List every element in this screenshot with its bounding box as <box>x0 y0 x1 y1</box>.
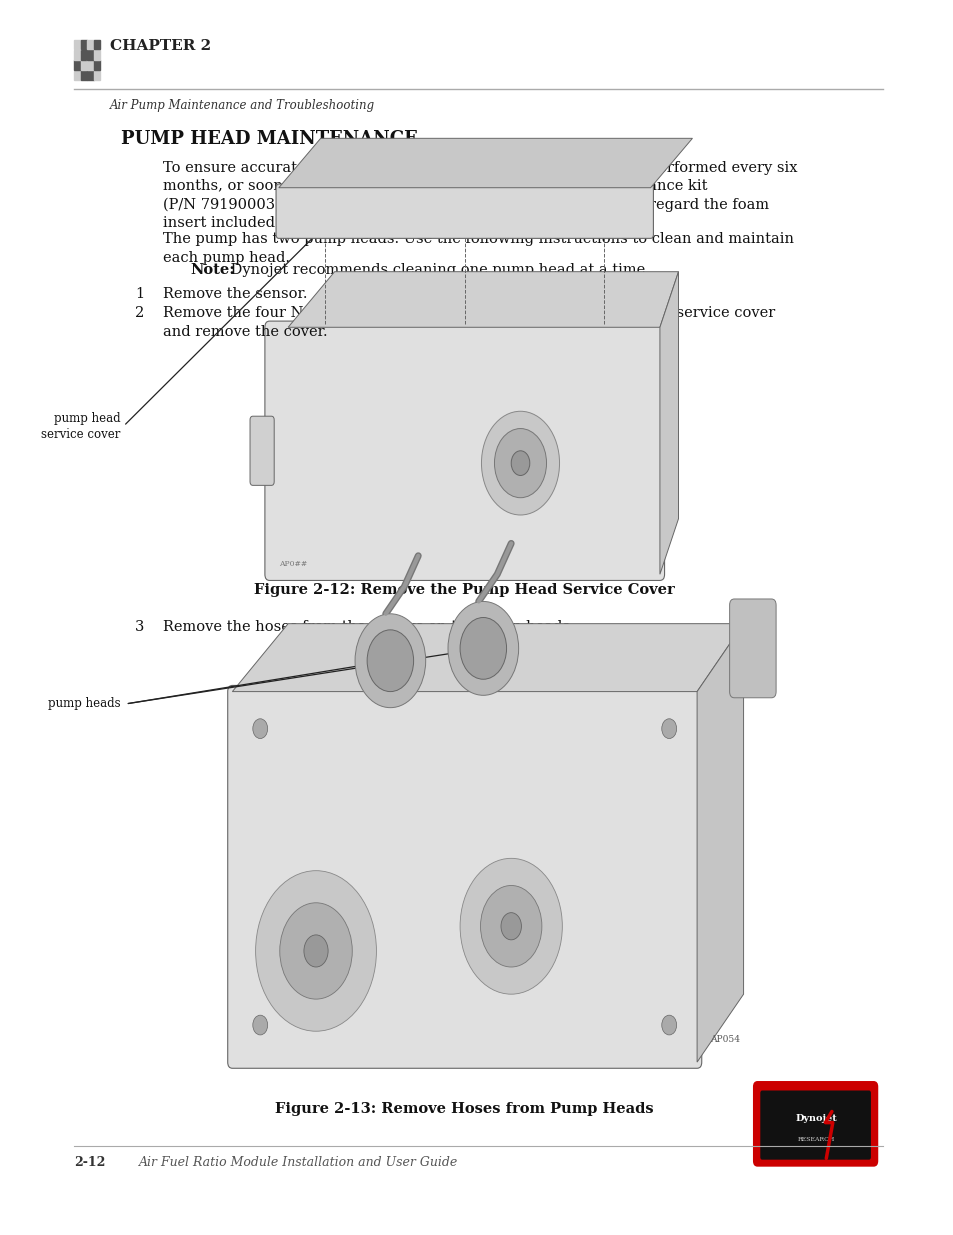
Text: AP0##: AP0## <box>278 561 307 568</box>
Bar <box>88 70 93 80</box>
Circle shape <box>459 618 506 679</box>
Circle shape <box>255 871 376 1031</box>
Polygon shape <box>278 138 692 188</box>
Text: AP054: AP054 <box>709 1035 740 1044</box>
Bar <box>81 61 87 70</box>
Circle shape <box>494 429 546 498</box>
Bar <box>81 49 87 59</box>
Circle shape <box>253 1015 268 1035</box>
Bar <box>93 70 100 80</box>
Text: Remove the sensor.: Remove the sensor. <box>162 287 307 300</box>
Bar <box>74 49 80 59</box>
Circle shape <box>367 630 414 692</box>
FancyBboxPatch shape <box>275 184 653 238</box>
Text: Remove the four No. 2 phillips head screws securing the pump head service cover
: Remove the four No. 2 phillips head scre… <box>162 306 774 338</box>
Text: PUMP HEAD MAINTENANCE: PUMP HEAD MAINTENANCE <box>121 130 417 148</box>
Text: To ensure accurate readings, pump head maintenance should be performed every six: To ensure accurate readings, pump head m… <box>162 161 797 230</box>
Bar <box>81 40 87 49</box>
FancyBboxPatch shape <box>265 321 664 580</box>
Circle shape <box>448 601 518 695</box>
Bar <box>88 49 93 59</box>
Text: pump heads: pump heads <box>49 698 121 710</box>
Circle shape <box>355 614 425 708</box>
Circle shape <box>279 903 352 999</box>
Text: RESEARCH: RESEARCH <box>797 1137 834 1142</box>
Bar <box>74 40 80 49</box>
Circle shape <box>253 719 268 739</box>
Text: Note:: Note: <box>191 263 235 277</box>
Polygon shape <box>697 624 742 1062</box>
Circle shape <box>511 451 529 475</box>
Bar <box>88 61 93 70</box>
Bar <box>93 61 100 70</box>
Bar <box>93 49 100 59</box>
Text: Dynojet recommends cleaning one pump head at a time.: Dynojet recommends cleaning one pump hea… <box>226 263 649 277</box>
Text: 2: 2 <box>134 306 144 320</box>
Polygon shape <box>659 272 678 574</box>
FancyBboxPatch shape <box>228 685 701 1068</box>
Circle shape <box>480 885 541 967</box>
Circle shape <box>481 411 559 515</box>
Circle shape <box>661 719 676 739</box>
Bar <box>81 70 87 80</box>
FancyBboxPatch shape <box>760 1091 870 1160</box>
Text: Dynojet: Dynojet <box>795 1114 836 1124</box>
Bar <box>88 40 93 49</box>
FancyBboxPatch shape <box>729 599 776 698</box>
FancyBboxPatch shape <box>753 1082 877 1166</box>
Text: 3: 3 <box>134 620 144 634</box>
Text: Air Pump Maintenance and Troubleshooting: Air Pump Maintenance and Troubleshooting <box>110 99 375 112</box>
Text: 2-12: 2-12 <box>74 1156 106 1170</box>
Circle shape <box>661 1015 676 1035</box>
Text: Figure 2-13: Remove Hoses from Pump Heads: Figure 2-13: Remove Hoses from Pump Head… <box>275 1102 654 1115</box>
Text: 1: 1 <box>134 287 144 300</box>
Text: Figure 2-12: Remove the Pump Head Service Cover: Figure 2-12: Remove the Pump Head Servic… <box>254 583 675 597</box>
Polygon shape <box>288 272 678 327</box>
Text: pump head
service cover: pump head service cover <box>41 411 121 441</box>
Circle shape <box>304 935 328 967</box>
Text: Air Fuel Ratio Module Installation and User Guide: Air Fuel Ratio Module Installation and U… <box>139 1156 458 1170</box>
Circle shape <box>500 913 521 940</box>
Text: Remove the hoses from the fittings on the pump heads.: Remove the hoses from the fittings on th… <box>162 620 574 634</box>
Text: CHAPTER 2: CHAPTER 2 <box>110 40 211 53</box>
Text: The pump has two pump heads. Use the following instructions to clean and maintai: The pump has two pump heads. Use the fol… <box>162 232 793 264</box>
Circle shape <box>459 858 561 994</box>
FancyBboxPatch shape <box>250 416 274 485</box>
Bar <box>74 70 80 80</box>
Bar <box>93 40 100 49</box>
Polygon shape <box>233 624 742 692</box>
Bar <box>74 61 80 70</box>
